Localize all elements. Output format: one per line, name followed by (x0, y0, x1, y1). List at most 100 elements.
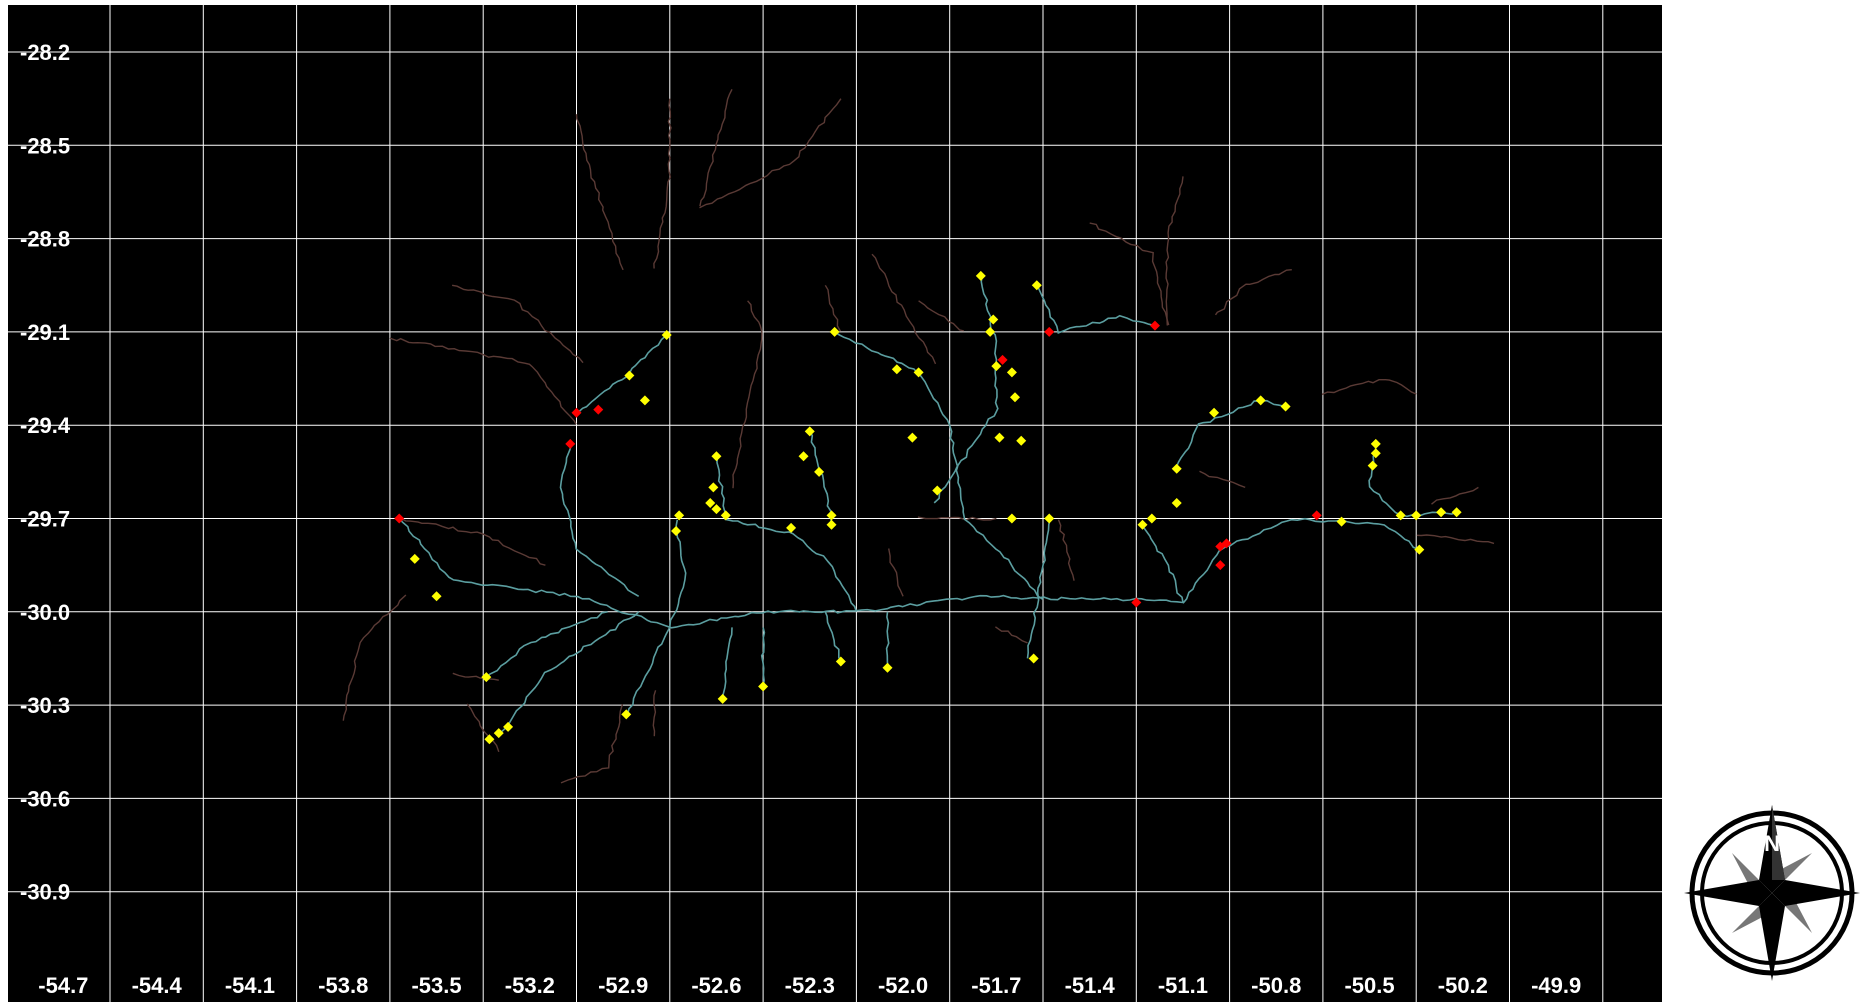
station-marker-yellow[interactable] (1367, 460, 1378, 471)
station-marker-yellow[interactable] (975, 270, 986, 281)
station-marker-yellow[interactable] (814, 466, 825, 477)
longitude-tick-label: -53.2 (505, 973, 555, 998)
station-marker-red[interactable] (1149, 320, 1160, 331)
station-marker-yellow[interactable] (674, 510, 685, 521)
river-network (342, 88, 1495, 784)
station-marker-yellow[interactable] (1171, 463, 1182, 474)
station-marker-yellow[interactable] (431, 591, 442, 602)
river-main (669, 519, 687, 628)
station-marker-yellow[interactable] (829, 326, 840, 337)
graticule-grid (8, 5, 1662, 1002)
station-marker-yellow[interactable] (991, 361, 1002, 372)
river-main (933, 275, 999, 504)
river-tributary (1057, 519, 1075, 581)
station-marker-yellow[interactable] (1010, 392, 1021, 403)
station-marker-red[interactable] (394, 513, 405, 524)
station-marker-yellow[interactable] (826, 510, 837, 521)
river-tributary (699, 88, 733, 207)
station-marker-yellow[interactable] (711, 451, 722, 462)
station-marker-yellow[interactable] (671, 525, 682, 536)
station-marker-red[interactable] (1215, 560, 1226, 571)
station-marker-red[interactable] (571, 407, 582, 418)
river-tributary (342, 594, 407, 721)
station-marker-red[interactable] (1044, 326, 1055, 337)
river-main (824, 611, 843, 663)
longitude-tick-label: -52.9 (598, 973, 648, 998)
station-marker-yellow[interactable] (786, 522, 797, 533)
station-marker-red[interactable] (1131, 597, 1142, 608)
station-marker-red[interactable] (593, 404, 604, 415)
station-marker-yellow[interactable] (484, 734, 495, 745)
station-marker-red[interactable] (997, 354, 1008, 365)
longitude-tick-label: -50.5 (1344, 973, 1394, 998)
station-marker-yellow[interactable] (1411, 510, 1422, 521)
river-tributary (732, 300, 763, 489)
river-tributary (451, 284, 584, 364)
station-marker-yellow[interactable] (1028, 653, 1039, 664)
station-marker-yellow[interactable] (1336, 516, 1347, 527)
longitude-labels: -54.7 -54.4 -54.1 -53.8 -53.5 -53.2 -52.9 -52.6… (38, 973, 1581, 998)
station-marker-red[interactable] (1221, 538, 1232, 549)
station-marker-yellow[interactable] (409, 553, 420, 564)
station-marker-yellow[interactable] (907, 432, 918, 443)
river-main (1140, 524, 1184, 603)
river-main (1026, 517, 1052, 659)
station-marker-yellow[interactable] (1280, 401, 1291, 412)
station-marker-red[interactable] (565, 438, 576, 449)
river-tributary (1321, 379, 1417, 396)
map-background (8, 5, 1662, 1002)
station-marker-red[interactable] (1311, 510, 1322, 521)
station-marker-yellow[interactable] (1255, 395, 1266, 406)
station-marker-yellow[interactable] (639, 395, 650, 406)
station-marker-yellow[interactable] (624, 370, 635, 381)
station-marker-yellow[interactable] (994, 432, 1005, 443)
station-marker-yellow[interactable] (717, 693, 728, 704)
station-marker-yellow[interactable] (1370, 448, 1381, 459)
latitude-tick-label: -30.0 (20, 600, 70, 625)
station-marker-yellow[interactable] (1171, 497, 1182, 508)
station-marker-yellow[interactable] (826, 519, 837, 530)
station-marker-yellow[interactable] (711, 504, 722, 515)
station-marker-yellow[interactable] (1414, 544, 1425, 555)
station-marker-yellow[interactable] (720, 510, 731, 521)
station-marker-yellow[interactable] (1006, 367, 1017, 378)
station-marker-yellow[interactable] (985, 326, 996, 337)
station-marker-yellow[interactable] (481, 672, 492, 683)
station-marker-yellow[interactable] (705, 497, 716, 508)
river-main (720, 627, 733, 701)
station-marker-yellow[interactable] (835, 656, 846, 667)
station-marker-yellow[interactable] (932, 485, 943, 496)
station-marker-yellow[interactable] (503, 721, 514, 732)
station-marker-yellow[interactable] (798, 451, 809, 462)
station-marker-yellow[interactable] (1451, 507, 1462, 518)
station-marker-yellow[interactable] (758, 681, 769, 692)
river-tributary (560, 703, 624, 784)
station-marker-yellow[interactable] (661, 330, 672, 341)
station-marker-yellow[interactable] (1395, 510, 1406, 521)
station-marker-yellow[interactable] (493, 728, 504, 739)
station-marker-yellow[interactable] (1209, 407, 1220, 418)
latitude-tick-label: -28.2 (20, 40, 70, 65)
station-marker-yellow[interactable] (804, 426, 815, 437)
station-marker-yellow[interactable] (1146, 513, 1157, 524)
station-marker-yellow[interactable] (1137, 519, 1148, 530)
river-tributary (1431, 486, 1479, 505)
station-marker-yellow[interactable] (708, 482, 719, 493)
station-marker-yellow[interactable] (1370, 438, 1381, 449)
station-marker-yellow[interactable] (988, 314, 999, 325)
station-marker-yellow[interactable] (891, 364, 902, 375)
longitude-tick-label: -52.3 (785, 973, 835, 998)
station-marker-yellow[interactable] (1016, 435, 1027, 446)
station-marker-yellow[interactable] (913, 367, 924, 378)
longitude-tick-label: -51.7 (971, 973, 1021, 998)
station-marker-yellow[interactable] (1044, 513, 1055, 524)
station-marker-yellow[interactable] (1006, 513, 1017, 524)
station-marker-yellow[interactable] (1436, 507, 1447, 518)
station-marker-yellow[interactable] (882, 662, 893, 673)
longitude-tick-label: -53.8 (318, 973, 368, 998)
station-marker-yellow[interactable] (1031, 280, 1042, 291)
station-marker-yellow[interactable] (621, 709, 632, 720)
river-main (760, 627, 766, 686)
